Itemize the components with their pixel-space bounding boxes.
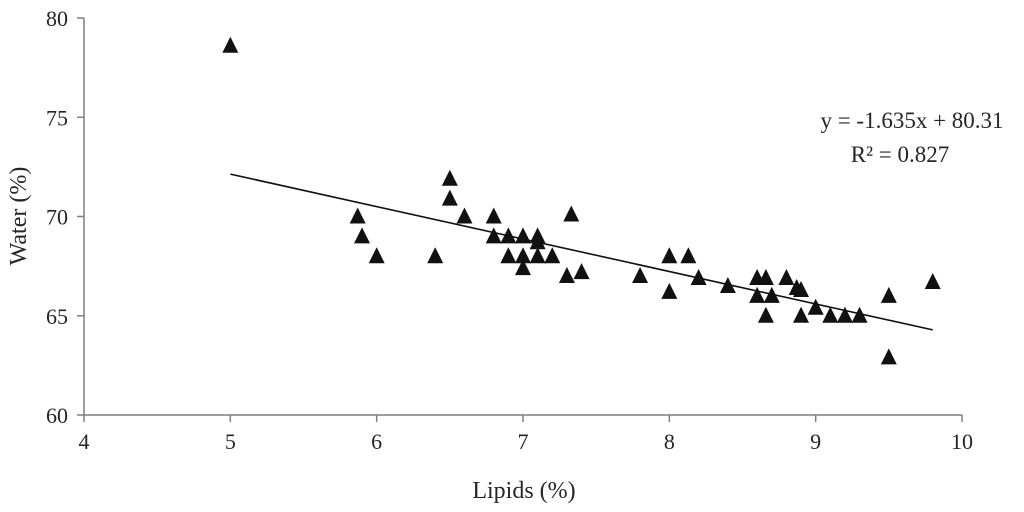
data-point: [661, 282, 678, 299]
data-point: [563, 205, 580, 222]
data-point: [222, 36, 239, 53]
data-point: [558, 267, 575, 284]
data-point: [544, 247, 561, 264]
x-ticks: 4 5 6 7 8 9 10: [79, 415, 973, 454]
data-point: [441, 189, 458, 206]
x-tick-label: 10: [951, 429, 973, 454]
x-tick-label: 5: [225, 429, 236, 454]
data-point: [632, 267, 649, 284]
x-tick-label: 6: [371, 429, 382, 454]
x-tick-label: 8: [664, 429, 675, 454]
data-point: [880, 286, 897, 303]
data-point: [573, 263, 590, 280]
data-point: [515, 259, 531, 276]
x-axis-title: Lipids (%): [472, 478, 575, 504]
data-point: [851, 306, 868, 323]
data-point: [500, 227, 517, 244]
data-points: [222, 36, 941, 365]
data-point: [529, 233, 546, 250]
y-ticks: 60 65 70 75 80: [46, 6, 84, 428]
r-squared-label: R² = 0.827: [851, 142, 949, 167]
data-point: [349, 207, 366, 224]
axes: [83, 18, 962, 416]
data-point: [661, 247, 678, 264]
data-point: [880, 348, 897, 365]
y-tick-label: 60: [46, 403, 68, 428]
x-tick-label: 9: [810, 429, 821, 454]
data-point: [793, 280, 810, 297]
data-point: [368, 247, 385, 264]
data-point: [757, 306, 774, 323]
y-axis-title: Water (%): [6, 167, 32, 266]
data-point: [456, 207, 473, 224]
data-point: [690, 269, 707, 286]
data-point: [836, 306, 853, 323]
data-point: [485, 207, 502, 224]
data-point: [515, 227, 531, 244]
data-point: [680, 247, 697, 264]
data-point: [793, 306, 810, 323]
data-point: [778, 269, 795, 286]
y-tick-label: 65: [46, 304, 68, 329]
equation-label: y = -1.635x + 80.31: [820, 108, 1003, 133]
data-point: [719, 276, 736, 293]
data-point: [807, 298, 824, 315]
y-tick-label: 75: [46, 105, 68, 130]
y-tick-label: 80: [46, 6, 68, 31]
y-tick-label: 70: [46, 205, 68, 230]
x-tick-label: 7: [518, 429, 529, 454]
data-point: [354, 227, 371, 244]
data-point: [757, 269, 774, 286]
data-point: [441, 169, 458, 186]
x-tick-label: 4: [79, 429, 90, 454]
data-point: [822, 306, 839, 323]
data-point: [749, 286, 766, 303]
data-point: [529, 247, 546, 264]
data-point: [485, 227, 502, 244]
data-point: [427, 247, 444, 264]
data-point: [500, 247, 517, 264]
trendline: [230, 173, 933, 331]
data-point: [763, 286, 780, 303]
data-point: [924, 273, 941, 290]
data-point: [515, 247, 531, 264]
